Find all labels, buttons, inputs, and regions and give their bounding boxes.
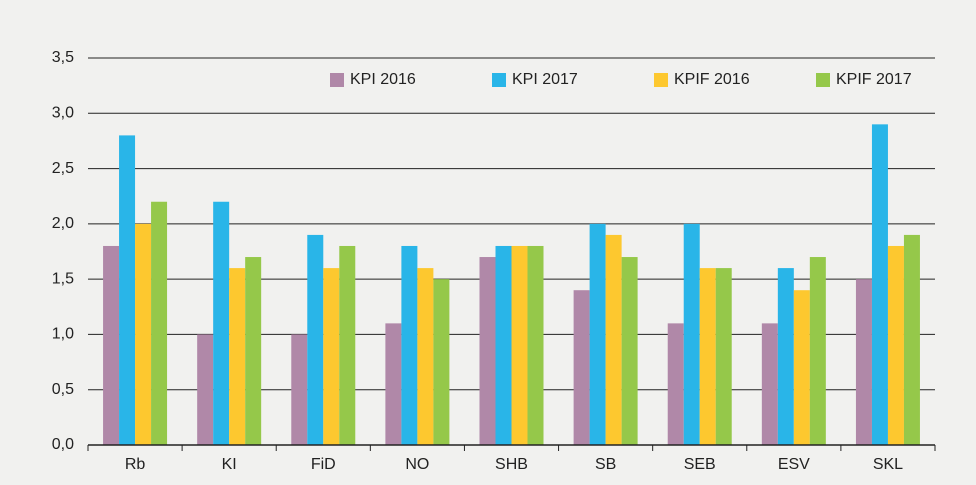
bar [291,334,308,445]
legend-label: KPI 2017 [512,71,578,88]
legend-label: KPIF 2017 [836,71,912,88]
bar [589,223,606,445]
bar [699,268,716,445]
bar [495,245,512,445]
bar [417,268,434,445]
bar [871,124,888,445]
x-tick-label: ESV [778,456,810,473]
bar [761,323,778,445]
bar [119,135,136,445]
bar [385,323,402,445]
bar [323,268,340,445]
legend-label: KPI 2016 [350,71,416,88]
bar [307,234,324,445]
bar [103,245,120,445]
legend-label: KPIF 2016 [674,71,750,88]
bar [573,290,590,445]
y-tick-label: 1,0 [52,326,74,343]
bar [401,245,418,445]
bar [527,245,544,445]
bar [683,223,700,445]
y-tick-label: 0,0 [52,436,74,453]
bar [793,290,810,445]
x-tick-label: SKL [873,456,903,473]
bar [339,245,356,445]
bar [511,245,528,445]
legend-swatch [492,73,506,87]
bar [197,334,214,445]
y-tick-label: 1,5 [52,270,74,287]
legend-swatch [330,73,344,87]
bar [667,323,684,445]
bar [433,279,450,445]
bar [229,268,246,445]
y-tick-label: 2,0 [52,215,74,232]
bar [855,279,872,445]
x-tick-label: SEB [684,456,716,473]
bar [135,223,152,445]
x-tick-label: NO [405,456,429,473]
x-tick-label: FiD [311,456,336,473]
bar [903,234,920,445]
legend-swatch [654,73,668,87]
bar [621,257,638,445]
bar [213,201,230,445]
x-tick-label: KI [222,456,237,473]
y-tick-label: 3,5 [52,49,74,66]
y-tick-label: 3,0 [52,105,74,122]
legend-swatch [816,73,830,87]
bar [245,257,262,445]
x-tick-label: Rb [125,456,146,473]
x-tick-label: SB [595,456,616,473]
bar [479,257,496,445]
x-tick-label: SHB [495,456,528,473]
bar [809,257,826,445]
bar [151,201,168,445]
bar [777,268,794,445]
y-tick-label: 0,5 [52,381,74,398]
bar [887,245,904,445]
bar [605,234,622,445]
bar [715,268,732,445]
y-tick-label: 2,5 [52,160,74,177]
